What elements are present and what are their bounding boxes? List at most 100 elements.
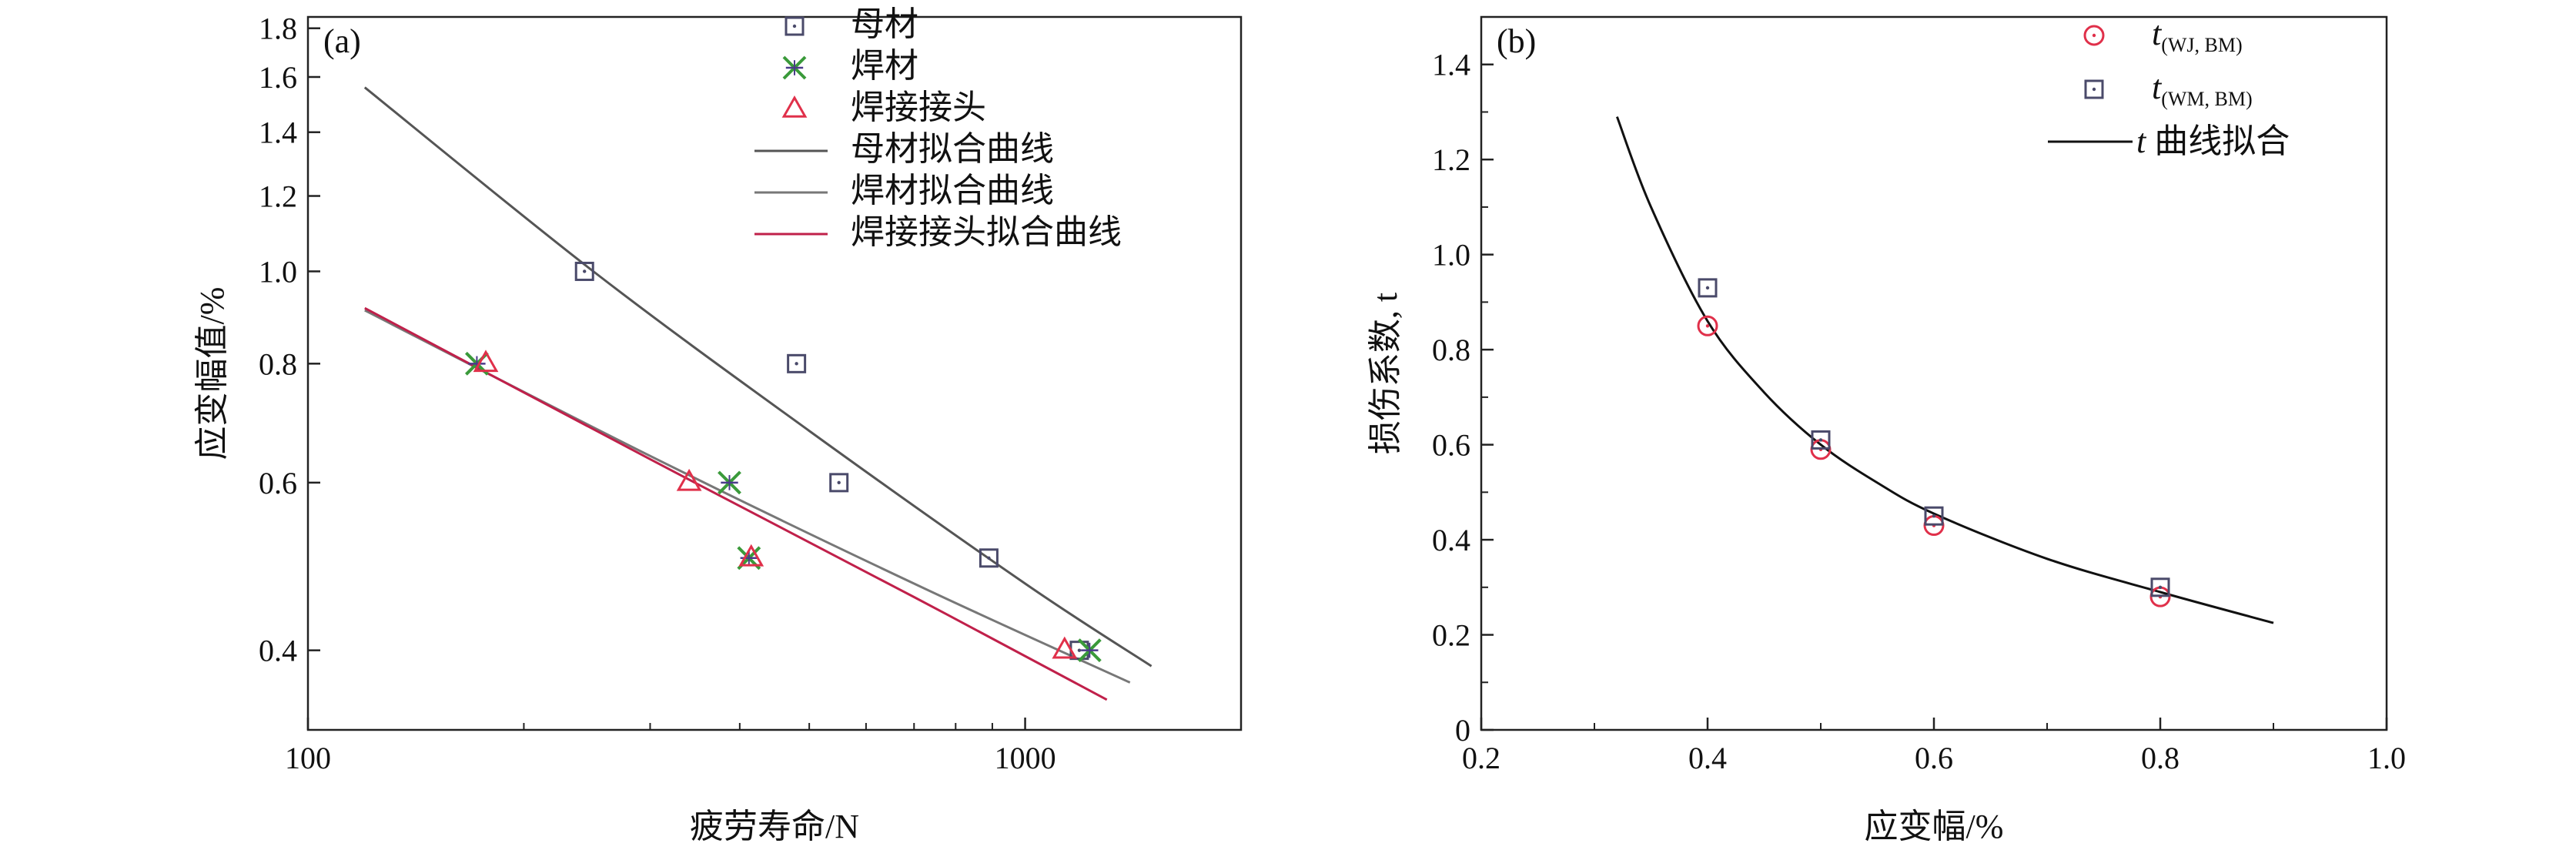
- data-point-shape: [1697, 315, 1718, 336]
- plot-frame: [306, 15, 1243, 731]
- legend-marker-shape: [2083, 25, 2105, 46]
- y-tick-label: 0.6: [1432, 428, 1470, 463]
- legend-marker-dot: [2092, 87, 2096, 92]
- data-point-dot: [1705, 324, 1710, 328]
- y-tick-label: 1.6: [259, 60, 297, 95]
- data-point-shape: [2150, 577, 2170, 597]
- data-point-shape: [473, 350, 499, 373]
- data-point-shape: [676, 468, 702, 491]
- data-point: [979, 548, 999, 568]
- panel-label: (b): [1497, 22, 1536, 60]
- chart-panel-a: 100 1000 0.4 0.6 0.8 1.0 1.2 1.4 1.6 1.8 疲劳寿命/N 应变幅…: [193, 5, 1243, 845]
- data-point: [787, 353, 807, 373]
- data-point: [1077, 638, 1102, 663]
- data-point: [738, 544, 764, 567]
- data-point: [718, 470, 741, 495]
- y-tick-label: 1.8: [259, 12, 297, 46]
- data-point-shape: [738, 544, 764, 567]
- y-tick-label: 1.4: [1432, 48, 1470, 82]
- x-axis-title: 疲劳寿命/N: [690, 808, 859, 845]
- x-tick-label: 0.8: [2141, 741, 2180, 775]
- data-point: [1052, 636, 1078, 659]
- data-point-shape: [979, 548, 999, 568]
- legend-marker: [2083, 25, 2105, 46]
- y-tick-label: 0.4: [1432, 523, 1470, 557]
- legend-marker-dot: [2092, 33, 2096, 38]
- legend-marker: [785, 16, 805, 36]
- y-tick-label: 0.8: [1432, 333, 1470, 367]
- panel-label: (a): [323, 22, 361, 60]
- legend-marker: [781, 95, 808, 118]
- x-tick-label: 0.4: [1688, 741, 1727, 775]
- y-tick-label: 1.4: [259, 115, 297, 150]
- data-point: [2150, 577, 2170, 597]
- fit-line: [1615, 116, 2274, 624]
- data-point: [1924, 506, 1944, 526]
- legend-label: 焊材拟合曲线: [851, 172, 1054, 209]
- data-point-shape: [1052, 636, 1078, 659]
- legend-label: 焊接接头拟合曲线: [851, 213, 1122, 251]
- data-point-shape: [1924, 506, 1944, 526]
- legend-label-main: t: [2152, 15, 2163, 52]
- data-point-shape: [1698, 278, 1718, 298]
- legend-marker-dot: [792, 24, 797, 28]
- x-tick-label: 0.2: [1462, 741, 1500, 775]
- data-point-dot: [583, 269, 587, 273]
- legend-marker: [2084, 79, 2104, 99]
- y-axis-title: 损伤系数, t: [1367, 293, 1404, 454]
- legend-label: t(WJ, BM): [2152, 15, 2243, 56]
- y-axis-title: 应变幅值/%: [193, 287, 231, 460]
- legend-label-sub: (WJ, BM): [2161, 34, 2242, 56]
- legend: t(WJ, BM)t(WM, BM)t 曲线拟合: [2048, 15, 2290, 160]
- legend-label-rest: 曲线拟合: [2146, 122, 2290, 160]
- y-tick-label: 1.0: [259, 254, 297, 289]
- y-tick-label: 1.2: [259, 179, 297, 214]
- chart-panel-b: 0.2 0.4 0.6 0.8 1.000.20.40.60.81.01.21.4应变幅…: [1367, 15, 2406, 845]
- data-point-shape: [829, 473, 849, 493]
- legend-label: t(WM, BM): [2152, 69, 2253, 110]
- data-point-dot: [795, 362, 798, 366]
- legend-marker-shape: [781, 95, 808, 118]
- data-point: [574, 261, 594, 281]
- data-point-dot: [1932, 514, 1936, 518]
- data-point: [1698, 278, 1718, 298]
- data-point-shape: [1811, 430, 1831, 450]
- data-point-dot: [987, 556, 991, 560]
- data-point-shape: [787, 353, 807, 373]
- data-point: [1697, 315, 1718, 336]
- data-point-dot: [2158, 585, 2163, 589]
- legend-label: t 曲线拟合: [2136, 122, 2290, 160]
- legend-label-sub: (WM, BM): [2161, 88, 2252, 110]
- y-tick-label: 0.6: [259, 466, 297, 500]
- data-point: [676, 468, 702, 491]
- legend-label-main: t: [2136, 122, 2147, 160]
- x-tick-label: 1000: [995, 741, 1056, 775]
- data-point-dot: [837, 480, 841, 485]
- y-tick-label: 0: [1455, 713, 1470, 748]
- legend-label: 焊材: [851, 47, 918, 85]
- y-tick-label: 1.2: [1432, 142, 1470, 177]
- legend-label: 母材拟合曲线: [851, 130, 1054, 168]
- y-tick-label: 0.8: [259, 346, 297, 381]
- legend-marker-shape: [2084, 79, 2104, 99]
- legend-marker-shape: [785, 16, 805, 36]
- data-point: [473, 350, 499, 373]
- fit-line: [363, 86, 1153, 668]
- y-tick-label: 0.2: [1432, 618, 1470, 653]
- x-tick-label: 100: [285, 741, 331, 775]
- legend-label-main: t: [2152, 69, 2163, 106]
- data-point: [1811, 430, 1831, 450]
- data-point-dot: [1705, 286, 1710, 290]
- legend-label: 母材: [851, 5, 918, 43]
- x-tick-label: 0.6: [1915, 741, 1953, 775]
- y-tick-label: 0.4: [259, 634, 297, 668]
- data-point-shape: [574, 261, 594, 281]
- fit-line: [364, 306, 1108, 701]
- x-axis-title: 应变幅/%: [1865, 808, 2004, 845]
- data-point-dot: [1818, 438, 1823, 442]
- y-tick-label: 1.0: [1432, 238, 1470, 273]
- legend-label: 焊接接头: [851, 89, 986, 126]
